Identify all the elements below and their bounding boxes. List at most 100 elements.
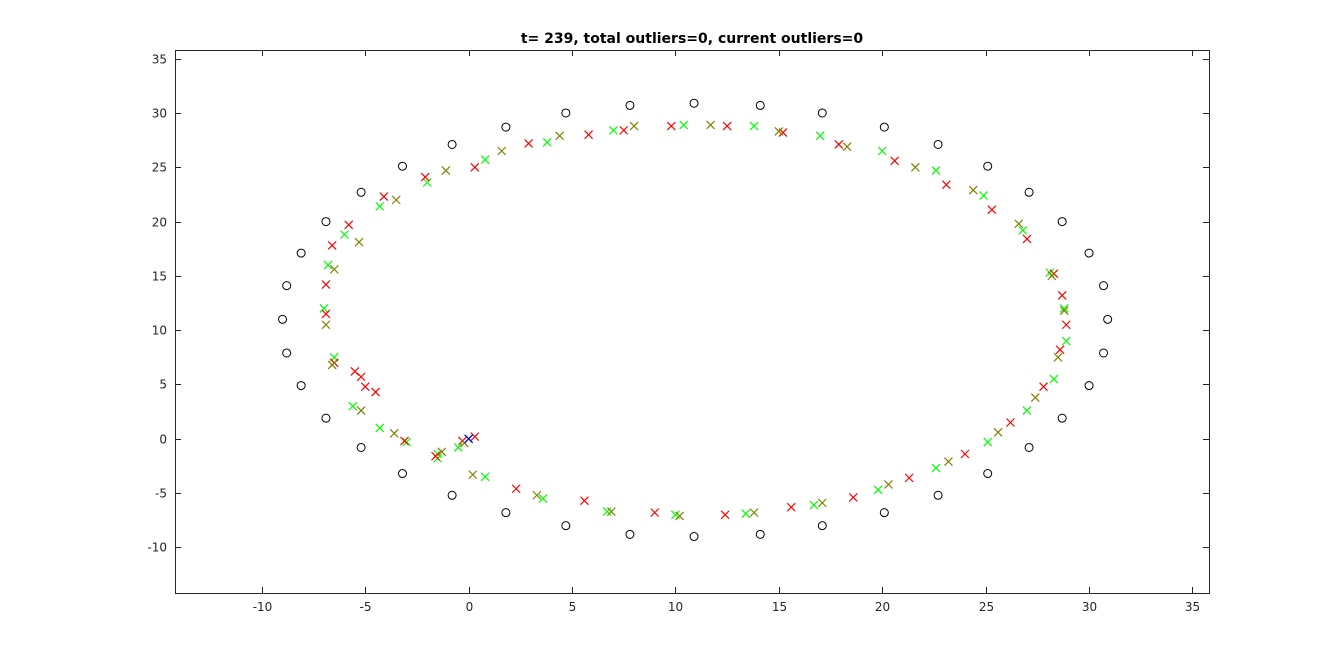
circle-marker bbox=[282, 348, 292, 358]
x-tick-label: -5 bbox=[360, 600, 372, 614]
axis-ticks: -10 -5 0 5 10 15 20 25 30 35 -10 -5 0 5 10 15 20 25 30 35 bbox=[147, 50, 1209, 614]
x-marker bbox=[1047, 271, 1057, 281]
x-marker bbox=[749, 508, 759, 518]
x-marker bbox=[1061, 336, 1071, 346]
circle-marker bbox=[447, 139, 457, 149]
series-4 bbox=[464, 434, 474, 444]
circle-marker bbox=[296, 248, 306, 258]
circle-marker bbox=[1099, 281, 1109, 291]
x-marker bbox=[983, 437, 993, 447]
x-marker bbox=[1049, 374, 1059, 384]
x-marker bbox=[666, 121, 676, 131]
circle-marker bbox=[1084, 248, 1094, 258]
x-marker bbox=[842, 142, 852, 152]
y-tick-label: 20 bbox=[152, 216, 167, 230]
x-marker bbox=[987, 205, 997, 215]
circle-marker bbox=[817, 521, 827, 531]
x-marker bbox=[375, 201, 385, 211]
x-marker bbox=[464, 434, 474, 444]
x-marker bbox=[356, 406, 366, 415]
x-marker bbox=[722, 121, 732, 131]
circle-marker bbox=[689, 532, 699, 542]
circle-marker bbox=[321, 217, 331, 227]
x-marker bbox=[437, 447, 447, 457]
x-marker bbox=[877, 146, 887, 156]
circle-marker bbox=[447, 490, 457, 500]
x-marker bbox=[629, 121, 639, 131]
x-marker bbox=[524, 138, 534, 148]
x-marker bbox=[931, 463, 941, 473]
circle-marker bbox=[561, 108, 571, 118]
circle-marker bbox=[625, 100, 635, 110]
x-tick-label: 35 bbox=[1185, 600, 1200, 614]
circle-marker bbox=[356, 442, 366, 452]
series-0 bbox=[278, 98, 1113, 542]
x-marker bbox=[834, 140, 844, 149]
y-tick-label: 15 bbox=[152, 270, 167, 284]
x-marker bbox=[480, 472, 490, 482]
data-markers bbox=[278, 98, 1113, 542]
x-marker bbox=[944, 457, 953, 467]
x-marker bbox=[809, 500, 819, 510]
x-marker bbox=[340, 230, 350, 240]
x-tick-label: 5 bbox=[569, 600, 577, 614]
y-tick-label: -5 bbox=[155, 487, 167, 501]
x-marker bbox=[431, 451, 440, 461]
x-marker bbox=[968, 185, 978, 195]
x-marker bbox=[354, 237, 364, 247]
plot-area bbox=[175, 50, 1209, 593]
x-marker bbox=[584, 130, 594, 140]
x-marker bbox=[993, 427, 1003, 437]
x-marker bbox=[1059, 304, 1069, 313]
circle-marker bbox=[1024, 442, 1034, 452]
x-marker bbox=[327, 360, 337, 370]
x-marker bbox=[379, 192, 389, 202]
x-marker bbox=[371, 387, 381, 397]
circle-marker bbox=[561, 521, 571, 531]
x-marker bbox=[470, 432, 480, 442]
x-marker bbox=[580, 496, 589, 506]
x-marker bbox=[884, 479, 893, 489]
circle-marker bbox=[397, 469, 407, 479]
x-marker bbox=[1022, 406, 1032, 415]
x-marker bbox=[420, 172, 430, 182]
x-marker bbox=[348, 401, 358, 411]
y-tick-label: 30 bbox=[152, 107, 167, 121]
circle-marker bbox=[755, 529, 765, 539]
x-marker bbox=[815, 131, 825, 141]
x-marker bbox=[323, 260, 333, 270]
x-marker bbox=[480, 155, 490, 165]
circle-marker bbox=[817, 108, 827, 118]
x-tick-label: 15 bbox=[772, 600, 787, 614]
x-marker bbox=[400, 436, 409, 446]
circle-marker bbox=[1024, 187, 1034, 197]
x-marker bbox=[329, 264, 339, 274]
x-marker bbox=[422, 178, 432, 187]
x-marker bbox=[720, 510, 730, 520]
x-marker bbox=[749, 121, 759, 131]
circle-marker bbox=[397, 161, 407, 171]
x-marker bbox=[1030, 393, 1040, 402]
y-tick-label: 0 bbox=[159, 433, 167, 447]
x-marker bbox=[817, 498, 827, 508]
x-marker bbox=[741, 509, 751, 519]
circle-marker bbox=[879, 122, 889, 132]
circle-marker bbox=[282, 281, 292, 291]
x-tick-label: 20 bbox=[875, 600, 890, 614]
circle-marker bbox=[501, 508, 511, 518]
x-marker bbox=[786, 502, 796, 512]
x-marker bbox=[848, 493, 858, 502]
x-marker bbox=[375, 423, 385, 433]
x-marker bbox=[1006, 418, 1015, 427]
y-tick-label: 5 bbox=[159, 378, 167, 392]
x-marker bbox=[319, 304, 329, 313]
x-marker bbox=[497, 146, 507, 156]
circle-marker bbox=[755, 100, 765, 110]
x-marker bbox=[468, 470, 478, 480]
x-marker bbox=[1055, 345, 1065, 355]
x-marker bbox=[389, 428, 399, 438]
circle-marker bbox=[356, 187, 366, 197]
circle-marker bbox=[933, 490, 943, 500]
x-marker bbox=[532, 490, 542, 500]
circle-marker bbox=[983, 161, 993, 171]
